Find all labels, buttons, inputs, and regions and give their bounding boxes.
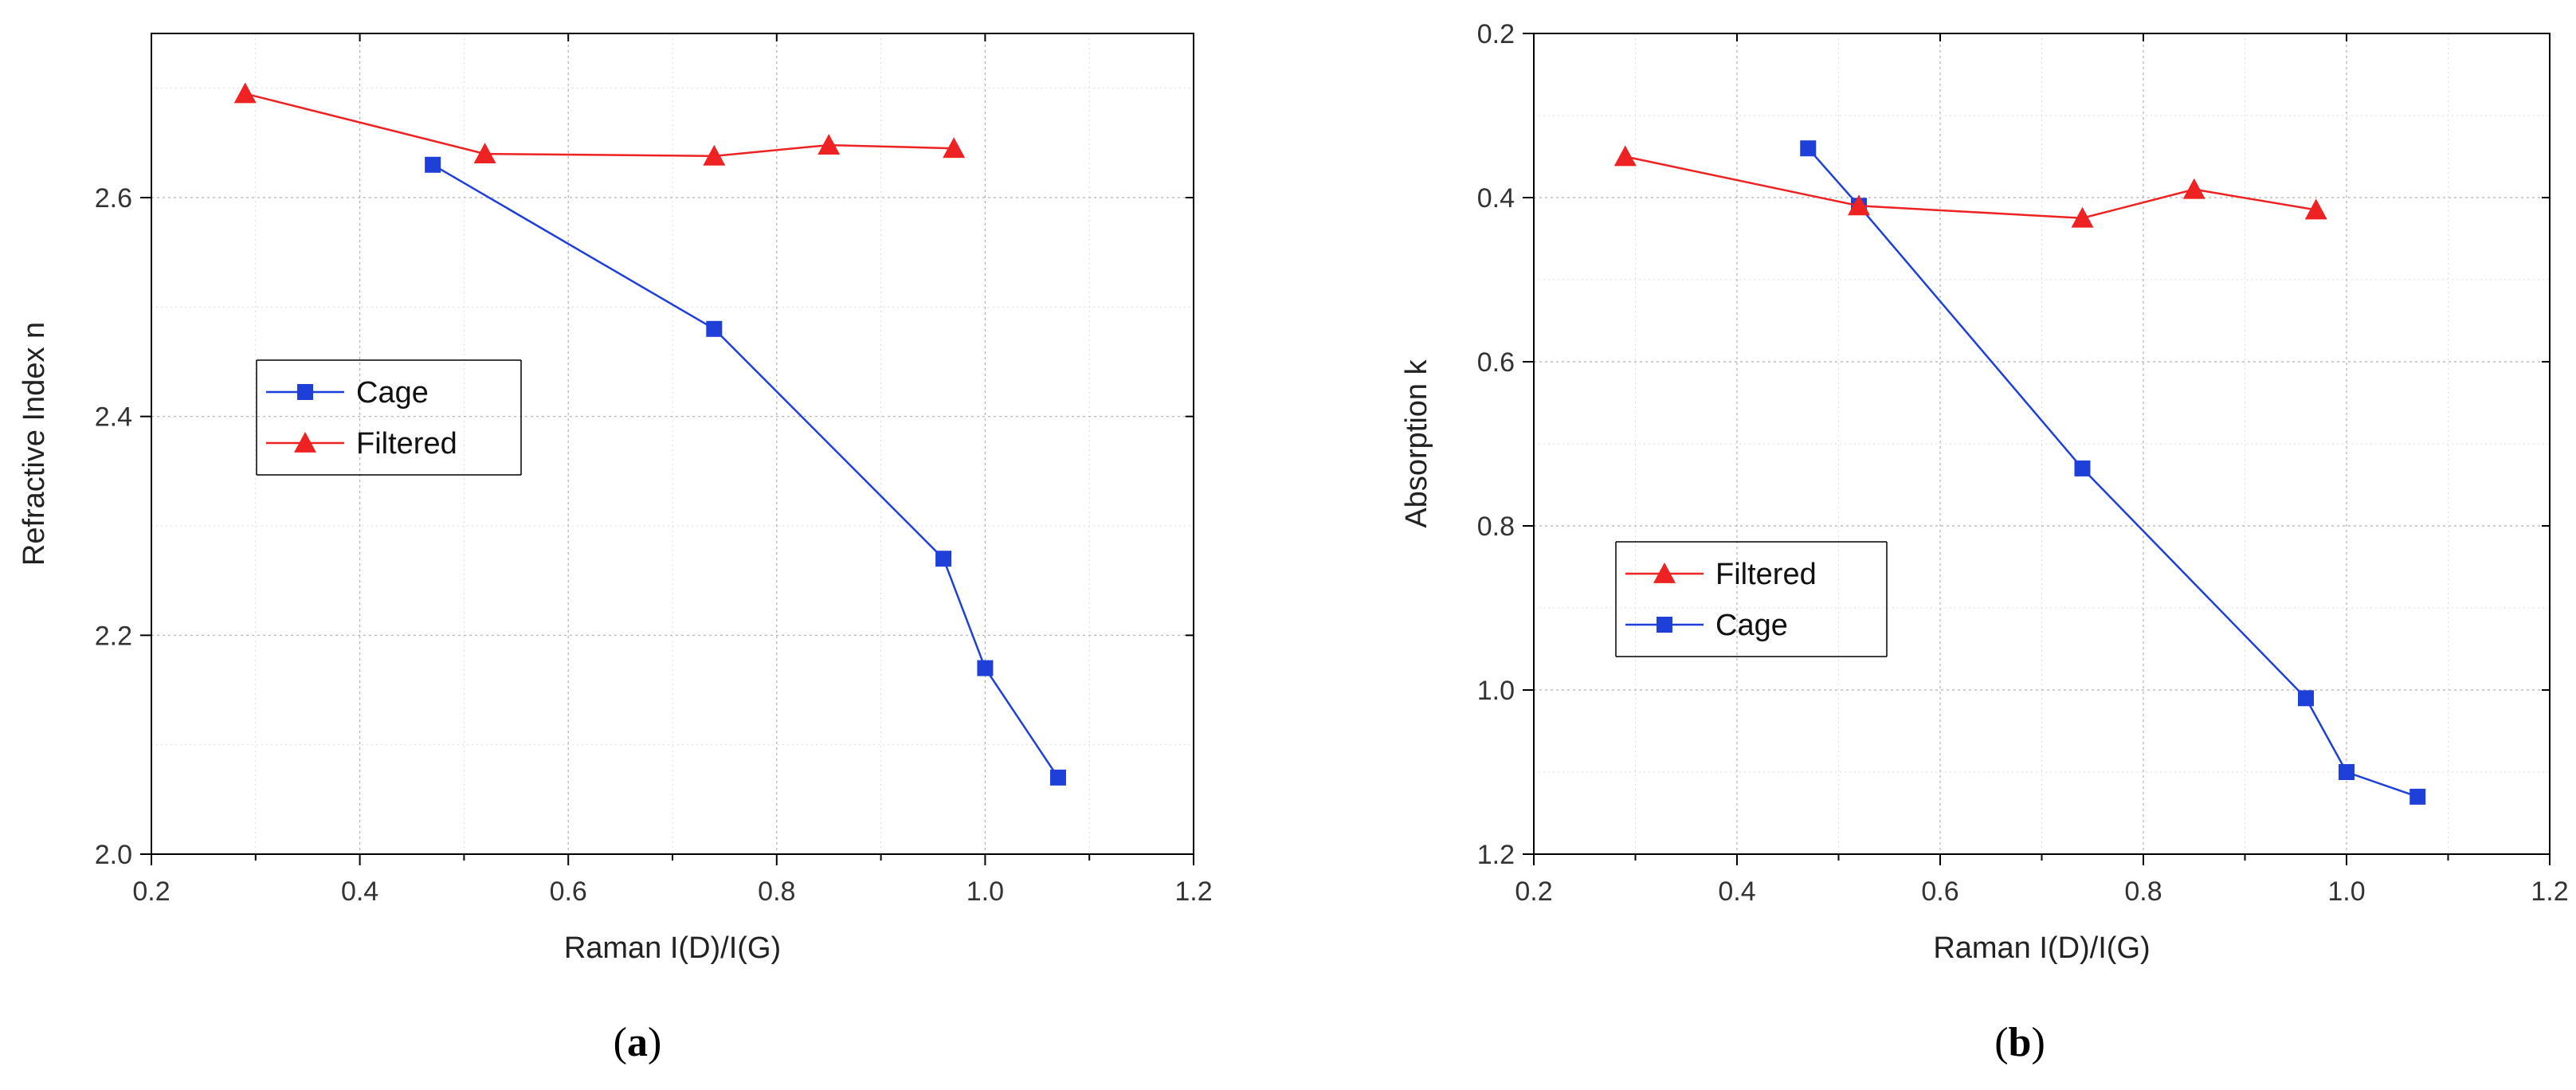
legend-marker-cage: [297, 384, 313, 400]
x-tick-label: 1.2: [1174, 876, 1212, 907]
data-point-cage: [2298, 690, 2314, 707]
x-axis: 0.2 0.4 0.6 0.8 1.0 1.2: [132, 33, 1213, 907]
y-axis-label: Absorption k: [1400, 359, 1433, 527]
data-point-filtered: [2304, 198, 2327, 220]
series-line-filtered: [245, 92, 955, 158]
gridlines: [151, 33, 1194, 854]
y-axis: 2.0 2.2 2.4 2.6: [95, 183, 1194, 870]
series-line-cage: [1807, 147, 2418, 798]
chart-a: 0.2 0.4 0.6 0.8 1.0 1.2 2.0 2.2 2.4 2.6 Raman I(D)…: [18, 33, 1213, 1065]
data-point-cage: [935, 551, 952, 567]
y-tick-label: 2.4: [95, 402, 132, 433]
data-point-filtered: [943, 137, 966, 159]
legend-label-filtered: Filtered: [356, 427, 457, 461]
x-tick-label: 0.4: [341, 876, 378, 907]
x-tick-label: 0.6: [550, 876, 587, 907]
chart-b: 0.2 0.4 0.6 0.8 1.0 1.20.20.40.60.81.01.2Rama…: [1400, 19, 2569, 1065]
data-point-cage: [977, 660, 994, 676]
data-point-filtered: [817, 134, 841, 155]
data-point-cage: [425, 156, 441, 173]
x-tick-label: 0.4: [1718, 876, 1755, 907]
data-point-cage: [1800, 140, 1817, 157]
data-point-filtered: [2071, 206, 2094, 228]
legend-label-cage: Cage: [356, 376, 429, 410]
y-tick-label: 2.2: [95, 621, 132, 651]
legend: Filtered Cage: [1615, 541, 1888, 657]
x-tick-label: 0.8: [758, 876, 795, 907]
legend-label-filtered: Filtered: [1715, 558, 1817, 591]
series-filtered: [233, 82, 966, 166]
data-point-filtered: [1613, 145, 1637, 167]
y-axis-label: Refractive Index n: [18, 322, 51, 566]
x-tick-label: 1.0: [2327, 876, 2365, 907]
data-point-cage: [2074, 460, 2091, 476]
y-tick-label: 0.8: [1477, 512, 1515, 542]
x-tick-label: 0.2: [132, 876, 170, 907]
data-point-filtered: [1848, 194, 1870, 216]
y-tick-label: 0.4: [1477, 183, 1515, 214]
y-tick-label: 2.0: [95, 840, 132, 870]
series-cage: [1800, 140, 2426, 805]
x-tick-label: 1.0: [966, 876, 1004, 907]
x-tick-label: 0.2: [1515, 876, 1552, 907]
y-tick-label: 2.6: [95, 183, 132, 214]
x-axis-label: Raman I(D)/I(G): [1933, 931, 2150, 965]
gridlines: [1534, 33, 2550, 854]
data-point-filtered: [473, 143, 496, 163]
x-axis: 0.2 0.4 0.6 0.8 1.0 1.2: [1515, 33, 2569, 907]
legend-marker-cage: [1657, 617, 1672, 633]
y-tick-label: 0.6: [1477, 347, 1515, 378]
data-point-cage: [1049, 769, 1066, 786]
y-tick-label: 1.0: [1477, 676, 1515, 706]
series-filtered: [1613, 145, 2327, 228]
data-point-filtered: [703, 144, 726, 166]
series-line-cage: [432, 163, 1060, 778]
data-point-cage: [2409, 788, 2426, 805]
x-tick-label: 0.8: [2124, 876, 2162, 907]
data-point-filtered: [2182, 178, 2205, 199]
data-point-cage: [706, 320, 723, 337]
panel-caption: (a): [614, 1020, 662, 1065]
x-axis-label: Raman I(D)/I(G): [564, 931, 781, 965]
x-tick-label: 1.2: [2531, 876, 2568, 907]
y-axis: 0.2 0.4 0.6 0.8 1.0 1.2: [1477, 19, 2550, 870]
panel-caption: (b): [1994, 1020, 2045, 1065]
data-point-cage: [2339, 764, 2354, 780]
y-tick-label: 1.2: [1477, 840, 1515, 870]
legend-label-cage: Cage: [1715, 609, 1788, 642]
x-tick-label: 0.6: [1921, 876, 1958, 907]
legend-marker-filtered: [1653, 563, 1676, 583]
data-point-filtered: [233, 82, 257, 104]
y-tick-label: 0.2: [1477, 19, 1515, 49]
legend: Cage Filtered: [256, 359, 522, 476]
legend-marker-filtered: [294, 432, 316, 453]
series-line-filtered: [1625, 155, 2316, 220]
series-cage: [425, 156, 1066, 786]
